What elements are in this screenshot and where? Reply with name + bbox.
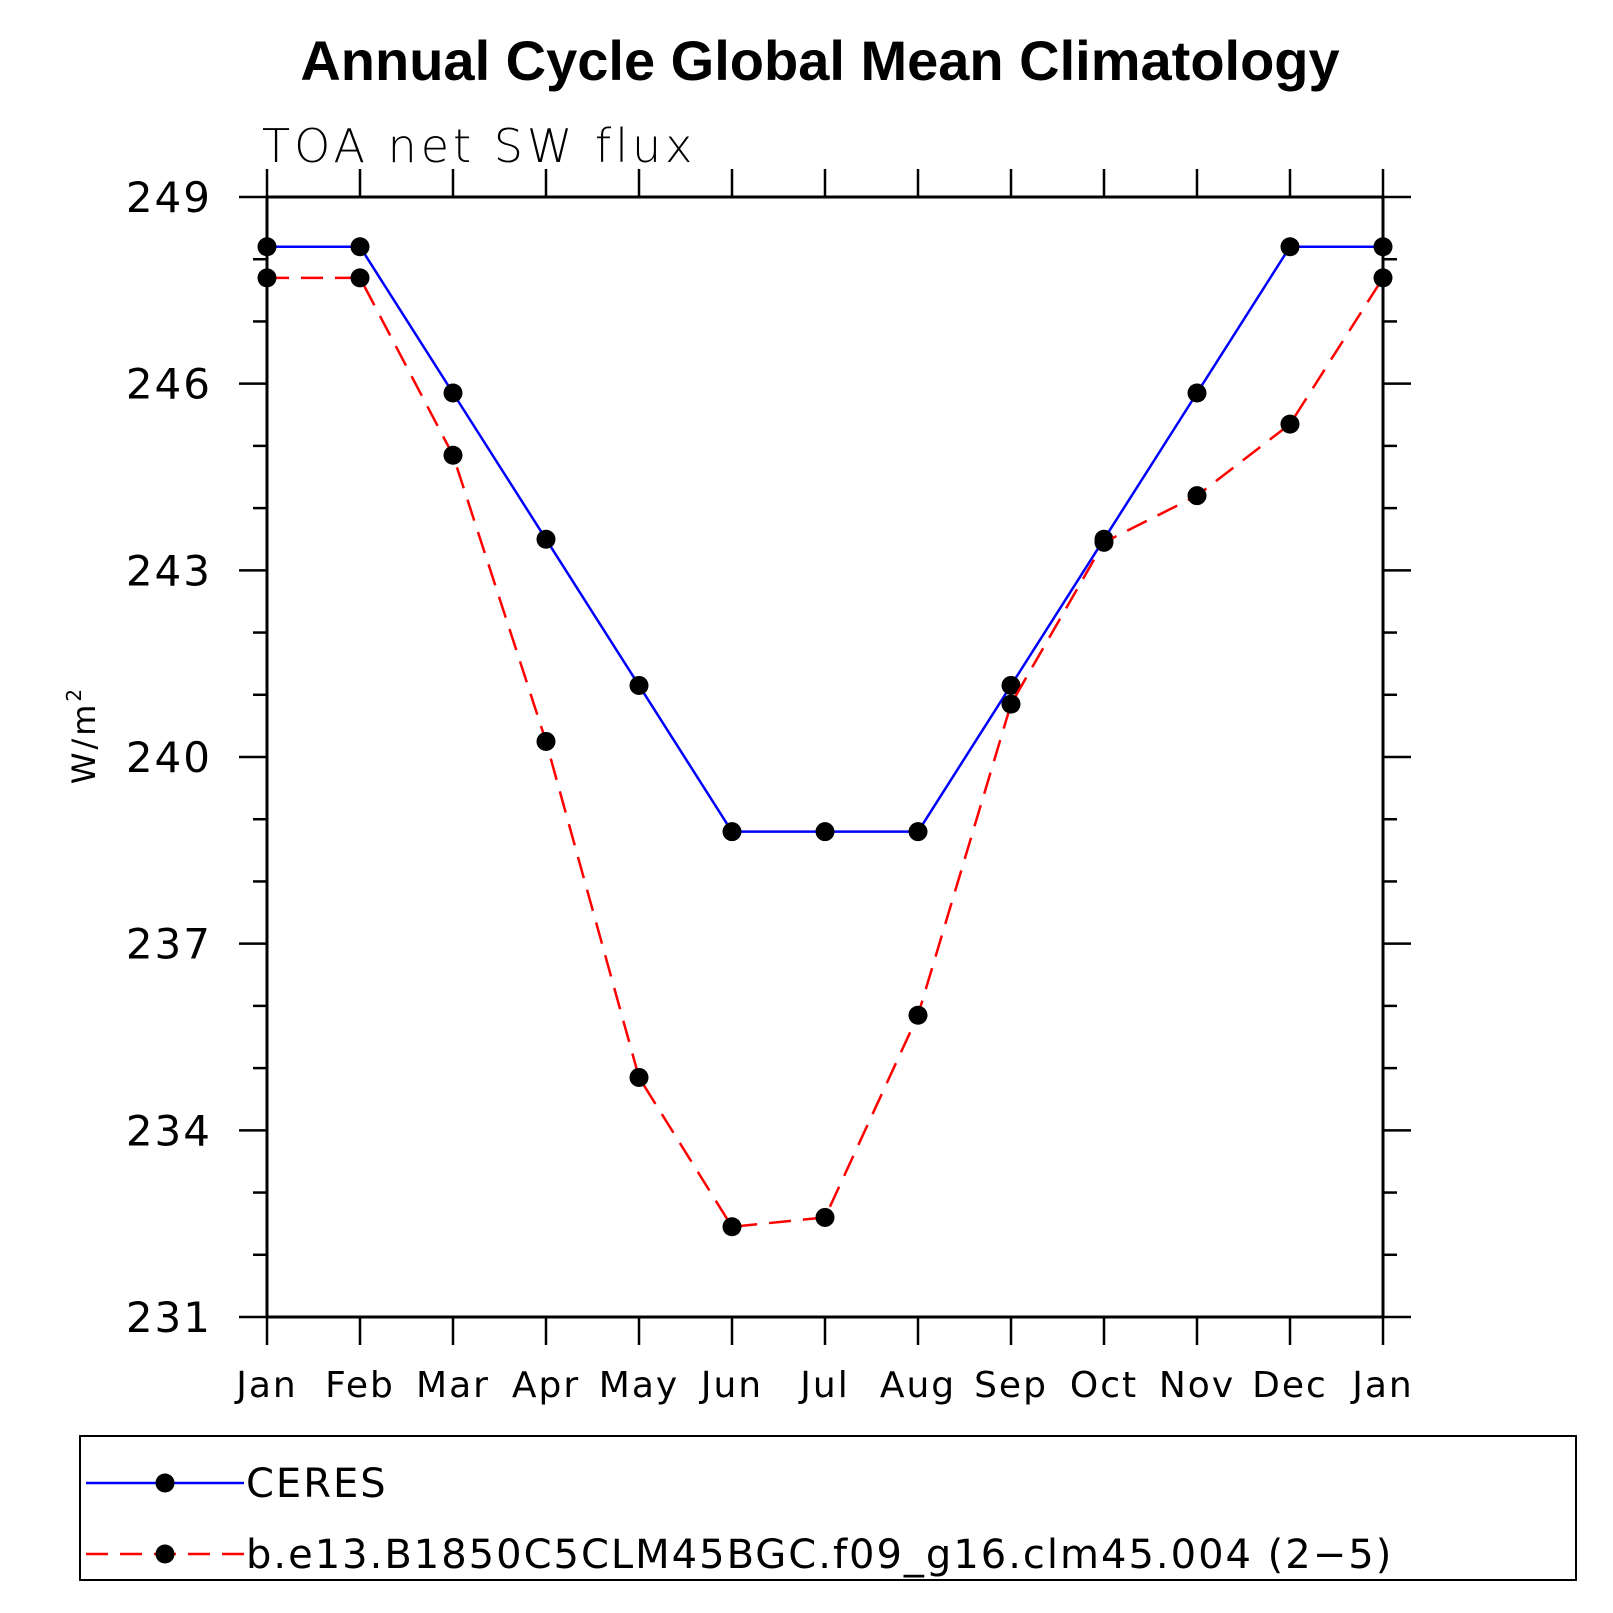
series-1-point xyxy=(722,822,742,842)
x-tick-label: Feb xyxy=(325,1365,395,1406)
series-1-point xyxy=(257,237,277,257)
series-1-point xyxy=(629,675,649,695)
x-tick-label: Jan xyxy=(1350,1365,1414,1406)
series-1-point xyxy=(1001,675,1021,695)
y-tick-label: 240 xyxy=(126,733,212,782)
y-tick-label: 234 xyxy=(126,1106,212,1155)
y-axis-label-main: W/m xyxy=(65,702,103,785)
series-1-point xyxy=(350,237,370,257)
y-tick-label: 243 xyxy=(126,546,212,595)
x-tick-label: Nov xyxy=(1159,1365,1235,1406)
chart-title: Annual Cycle Global Mean Climatology xyxy=(300,29,1339,92)
x-tick-label: Apr xyxy=(512,1365,580,1406)
series-1-point xyxy=(908,822,928,842)
legend-entries: CERES b.e13.B1850C5CLM45BGC.f09_g16.clm45… xyxy=(86,1461,1393,1578)
series-1-point xyxy=(536,529,556,549)
series-2-point xyxy=(1280,414,1300,434)
series-line-2 xyxy=(267,276,1385,1229)
x-tick-label: May xyxy=(599,1365,679,1406)
series-2-point xyxy=(350,268,370,288)
y-tick-label: 249 xyxy=(126,173,212,222)
x-tick-label: Jul xyxy=(798,1365,849,1406)
legend-marker-2 xyxy=(155,1544,175,1564)
x-tick-label: Mar xyxy=(416,1365,490,1406)
y-axis-label-sup: 2 xyxy=(62,686,86,702)
x-tick-label: Aug xyxy=(880,1365,956,1406)
x-axis: Jan Feb Mar Apr May Jun Jul Aug Sep Oct Nov Dec Jan xyxy=(234,169,1414,1406)
y-tick-label: 246 xyxy=(126,360,212,409)
y-tick-label: 231 xyxy=(126,1293,212,1342)
legend: CERES b.e13.B1850C5CLM45BGC.f09_g16.clm45… xyxy=(79,1435,1577,1581)
series-1-point xyxy=(1187,383,1207,403)
legend-marker-1 xyxy=(155,1473,175,1493)
series-1-point xyxy=(443,383,463,403)
series-2-point xyxy=(1373,268,1393,288)
legend-label-1: CERES xyxy=(246,1461,388,1507)
x-tick-label: Sep xyxy=(974,1365,1048,1406)
series-2-point xyxy=(1094,532,1114,552)
x-tick-label: Oct xyxy=(1070,1365,1138,1406)
series-2-point xyxy=(629,1067,649,1087)
series-2-point xyxy=(443,445,463,465)
series-1-point xyxy=(1280,237,1300,257)
series-1-point xyxy=(815,822,835,842)
series-layer xyxy=(257,237,1393,1237)
legend-label-2: b.e13.B1850C5CLM45BGC.f09_g16.clm45.004 … xyxy=(246,1532,1393,1578)
series-2-point xyxy=(722,1217,742,1237)
series-2-point xyxy=(536,731,556,751)
series-2-point xyxy=(1187,486,1207,506)
legend-box xyxy=(79,1435,1577,1581)
series-1-point xyxy=(1373,237,1393,257)
y-tick-label: 237 xyxy=(126,920,212,969)
x-tick-label: Dec xyxy=(1252,1365,1328,1406)
x-tick-label: Jun xyxy=(699,1365,763,1406)
y-axis: 231 234 237 240 243 246 249 xyxy=(126,173,1411,1342)
series-2-point xyxy=(815,1207,835,1227)
series-2-point xyxy=(257,268,277,288)
series-line-1 xyxy=(267,245,1383,833)
series-2-point xyxy=(908,1005,928,1025)
y-axis-label: W/m2 xyxy=(62,686,103,784)
chart-subtitle: TOA net SW flux xyxy=(262,119,696,173)
series-2-point xyxy=(1001,694,1021,714)
x-tick-label: Jan xyxy=(234,1365,298,1406)
